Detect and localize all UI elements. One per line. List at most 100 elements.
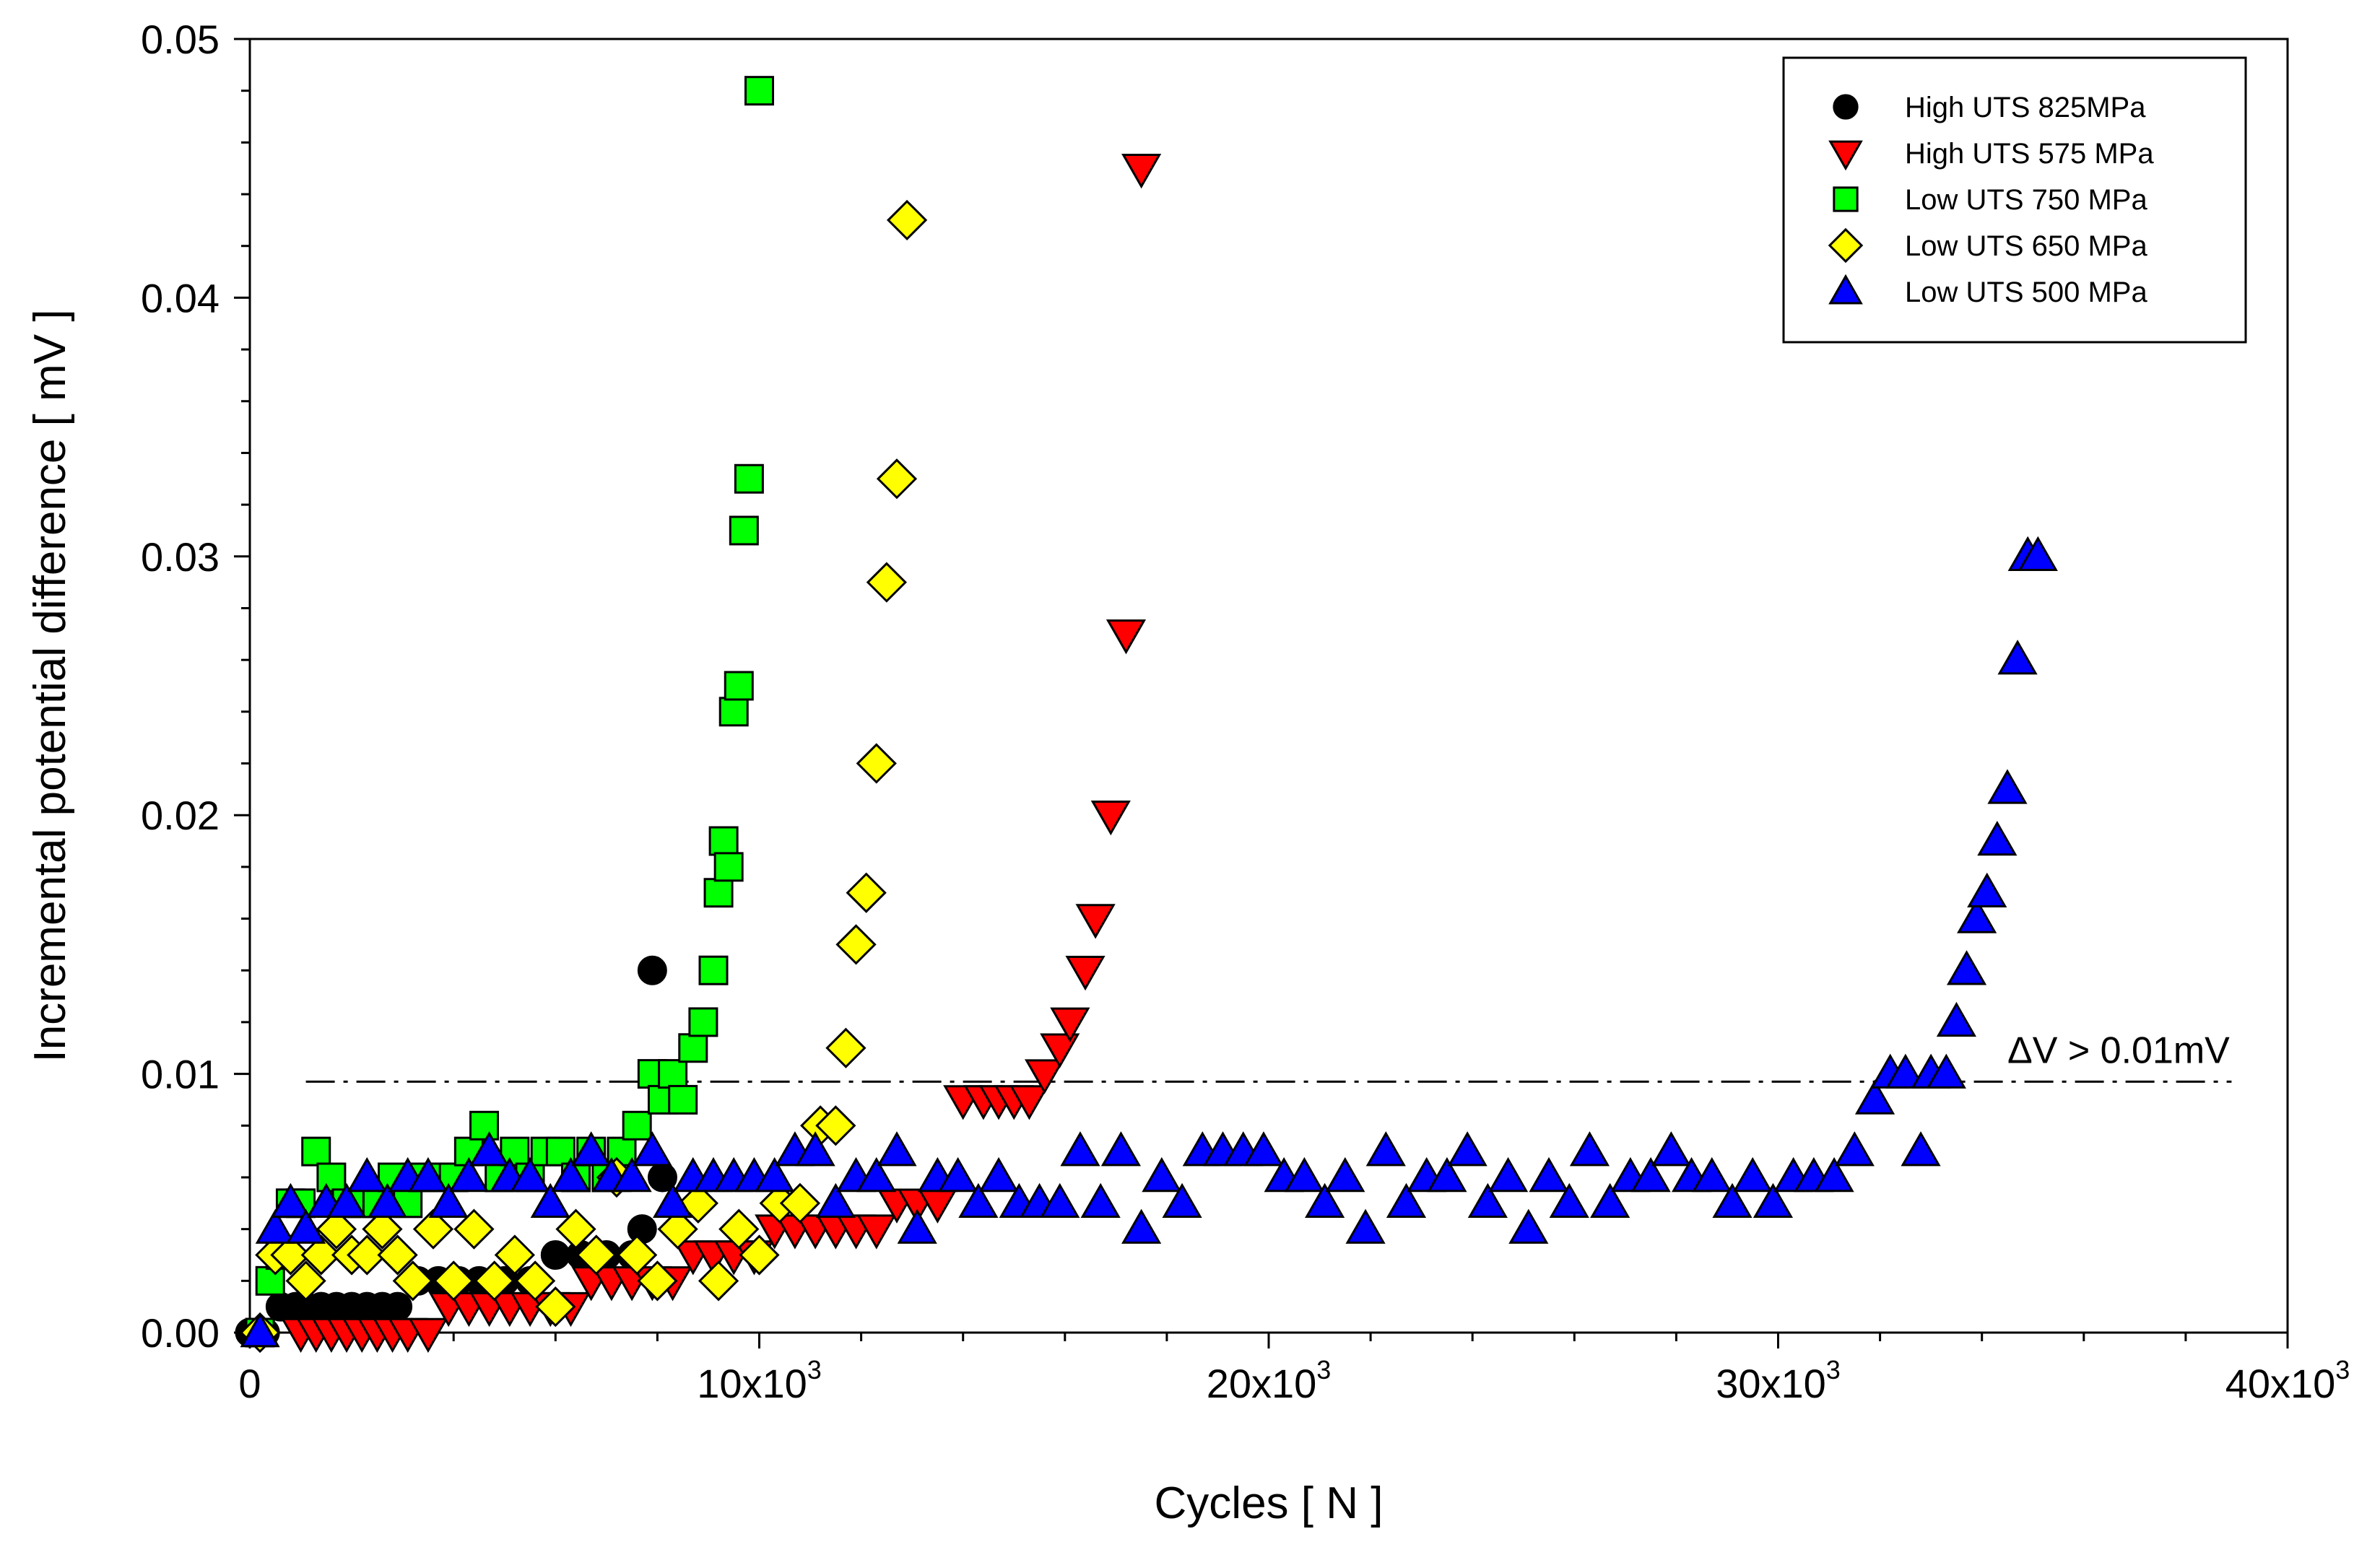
data-point xyxy=(1305,1182,1345,1219)
data-point xyxy=(1508,1208,1549,1244)
data-point xyxy=(978,1156,1019,1193)
data-point xyxy=(718,697,749,727)
data-point xyxy=(744,76,774,106)
data-point xyxy=(1050,1007,1090,1042)
data-point xyxy=(469,1131,510,1167)
data-point xyxy=(1386,1182,1427,1219)
y-axis-title: Incremental potential difference [ mV ] xyxy=(25,309,75,1062)
axis-ticks: 0 10x103 20x103 30x103 40x103 0.00 0.01 0.02 0.0… xyxy=(141,17,2350,1406)
data-point xyxy=(1529,1156,1569,1193)
data-point xyxy=(678,1033,708,1063)
data-point xyxy=(617,1234,658,1276)
data-point xyxy=(2018,536,2058,572)
legend-label: Low UTS 650 MPa xyxy=(1905,230,2147,262)
data-point xyxy=(1040,1182,1080,1219)
data-point xyxy=(718,1208,760,1250)
data-point xyxy=(688,1007,718,1037)
data-point xyxy=(240,1312,280,1348)
data-point xyxy=(658,1059,688,1089)
data-point xyxy=(958,1182,999,1219)
data-point xyxy=(270,1182,311,1219)
y-tick-label: 0.01 xyxy=(141,1052,220,1097)
data-point xyxy=(637,955,667,985)
data-point xyxy=(1590,1182,1630,1219)
data-point xyxy=(708,826,739,856)
data-point xyxy=(408,1156,448,1193)
y-tick-label: 0.03 xyxy=(141,534,220,580)
data-point xyxy=(301,1136,331,1167)
data-point xyxy=(367,1182,408,1219)
data-point xyxy=(1121,153,1162,189)
data-point xyxy=(637,1260,678,1302)
data-point xyxy=(779,1182,821,1224)
data-point xyxy=(1967,872,2007,907)
data-point xyxy=(1080,1182,1121,1219)
data-point xyxy=(300,1234,342,1276)
data-point xyxy=(1467,1182,1508,1219)
legend-marker xyxy=(1828,227,1864,263)
x-tick-label: 20x103 xyxy=(1207,1355,1332,1406)
data-point xyxy=(1885,1053,1926,1089)
data-point xyxy=(494,1234,535,1276)
y-tick-label: 0.05 xyxy=(141,17,220,62)
data-point xyxy=(668,1084,698,1115)
data-point xyxy=(713,852,744,882)
data-point xyxy=(698,1260,739,1302)
data-point xyxy=(316,1162,347,1193)
data-point xyxy=(1753,1182,1794,1219)
x-tick-label: 30x103 xyxy=(1716,1355,1841,1406)
data-point xyxy=(255,1208,295,1244)
data-point xyxy=(1569,1131,1610,1167)
data-point xyxy=(856,743,897,784)
data-point xyxy=(1024,1059,1065,1094)
data-point xyxy=(1926,1053,1966,1089)
y-tick-label: 0.00 xyxy=(141,1310,220,1356)
data-point xyxy=(815,1105,856,1146)
data-point xyxy=(1284,1156,1324,1193)
data-point xyxy=(1106,619,1147,655)
data-point xyxy=(1065,955,1106,991)
data-point xyxy=(347,1234,388,1276)
data-point xyxy=(535,1286,576,1328)
data-point xyxy=(795,1131,835,1167)
data-point xyxy=(1977,821,2018,856)
data-point xyxy=(1142,1156,1182,1193)
legend: High UTS 825MPa High UTS 575 MPa Low UTS 7… xyxy=(1782,56,2247,344)
data-point xyxy=(1946,950,1987,985)
data-point xyxy=(510,1156,550,1193)
data-point xyxy=(428,1182,469,1219)
data-point xyxy=(866,562,907,603)
data-point xyxy=(724,671,754,701)
data-point xyxy=(550,1156,591,1193)
data-point xyxy=(377,1234,418,1276)
data-point xyxy=(571,1131,612,1167)
data-point xyxy=(270,1234,311,1276)
data-point xyxy=(540,1239,570,1270)
data-point xyxy=(316,1208,357,1250)
data-point xyxy=(1630,1156,1671,1193)
data-point xyxy=(1427,1156,1467,1193)
data-point xyxy=(514,1260,556,1302)
data-points xyxy=(235,76,2058,1354)
legend-marker xyxy=(1828,274,1863,305)
legend-marker xyxy=(1833,186,1859,212)
data-point xyxy=(622,1110,652,1141)
data-point xyxy=(877,1131,917,1167)
data-point xyxy=(652,1182,693,1219)
series-4 xyxy=(239,199,928,1354)
data-point xyxy=(755,1156,795,1193)
data-point xyxy=(530,1182,570,1219)
data-point xyxy=(347,1156,387,1193)
data-point xyxy=(1243,1131,1284,1167)
series-2 xyxy=(280,153,1162,1354)
data-point xyxy=(1997,640,2038,675)
data-point xyxy=(739,1234,780,1276)
threshold-label: ΔV > 0.01mV xyxy=(2007,1029,2230,1071)
data-point xyxy=(1488,1156,1529,1193)
x-tick-label: 0 xyxy=(238,1361,261,1406)
data-point xyxy=(326,1182,367,1219)
data-point xyxy=(1957,898,1997,933)
data-point xyxy=(255,1265,285,1296)
data-point xyxy=(286,1208,326,1244)
